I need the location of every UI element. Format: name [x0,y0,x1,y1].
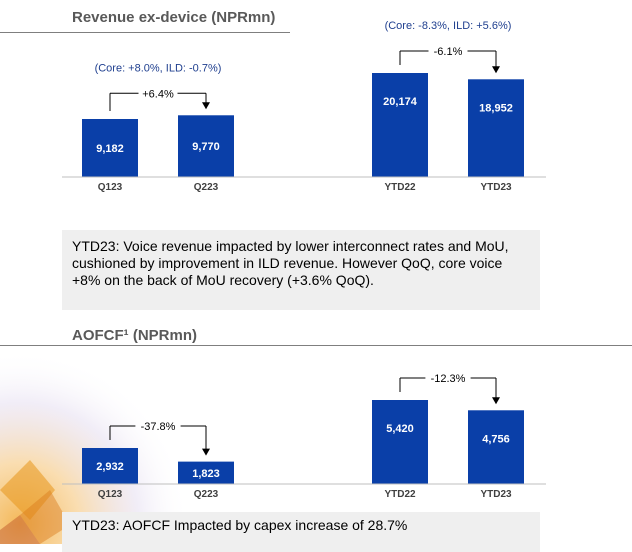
change-breakdown-note: (Core: -8.3%, ILD: +5.6%) [385,20,512,32]
title-underline [0,345,632,346]
bar-value-label: 5,420 [386,423,414,435]
change-annotation: -37.8% [109,421,210,456]
change-breakdown-note: (Core: +8.0%, ILD: -0.7%) [95,62,222,74]
change-annotation: -6.1% (Core: -8.3%, ILD: +5.6%) [385,20,512,74]
bar-value-label: 4,756 [482,433,510,445]
arrow-head-icon [202,448,210,456]
aofcf-comment-box: YTD23: AOFCF Impacted by capex increase … [62,512,540,552]
bar-value-label: 20,174 [383,96,418,108]
bar-value-label: 9,770 [192,141,220,153]
category-tick-label: Q123 [98,489,123,500]
change-percent-label: -12.3% [431,373,466,385]
category-tick-label: Q223 [194,182,219,193]
category-tick-label: Q123 [98,182,123,193]
bar-ytd22 [372,400,428,484]
bar-value-label: 9,182 [96,143,124,155]
bar-q223 [178,115,234,177]
arrow-head-icon [202,102,210,110]
category-tick-label: YTD23 [480,489,512,500]
aofcf-chart: 2,932 Q123 1,823 Q223 5,420 YTD22 4,756 YTD23 -3… [62,373,546,500]
section-title-revenue: Revenue ex-device (NPRmn) [72,9,276,26]
aofcf-comment: YTD23: AOFCF Impacted by capex increase … [72,517,408,533]
category-tick-label: YTD22 [384,489,416,500]
bar-value-label: 1,823 [192,468,220,480]
bar-ytd22 [372,73,428,177]
section-title-aofcf: AOFCF¹ (NPRmn) [72,327,197,344]
bar-q223 [178,461,234,484]
header-strip [60,0,632,4]
change-percent-label: -37.8% [141,421,176,433]
change-annotation: +6.4% (Core: +8.0%, ILD: -0.7%) [95,62,222,111]
category-tick-label: YTD22 [384,182,416,193]
arrow-head-icon [492,397,500,405]
revenue-comment-box: YTD23: Voice revenue impacted by lower i… [62,230,540,310]
bar-q123 [82,448,138,484]
bar-value-label: 18,952 [479,102,513,114]
arrow-head-icon [492,66,500,74]
change-percent-label: +6.4% [142,88,174,100]
bar-ytd23 [468,79,524,177]
decorative-gradient [0,340,200,544]
revenue-chart: 9,182 Q123 9,770 Q223 20,174 YTD22 18,952 YTD23… [62,20,546,193]
category-tick-label: Q223 [194,489,219,500]
title-underline [0,32,290,33]
change-percent-label: -6.1% [434,46,463,58]
revenue-comment: YTD23: Voice revenue impacted by lower i… [72,238,509,288]
change-annotation: -12.3% [399,373,500,405]
category-tick-label: YTD23 [480,182,512,193]
bar-q123 [82,119,138,177]
bar-ytd23 [468,410,524,484]
bar-value-label: 2,932 [96,461,124,473]
